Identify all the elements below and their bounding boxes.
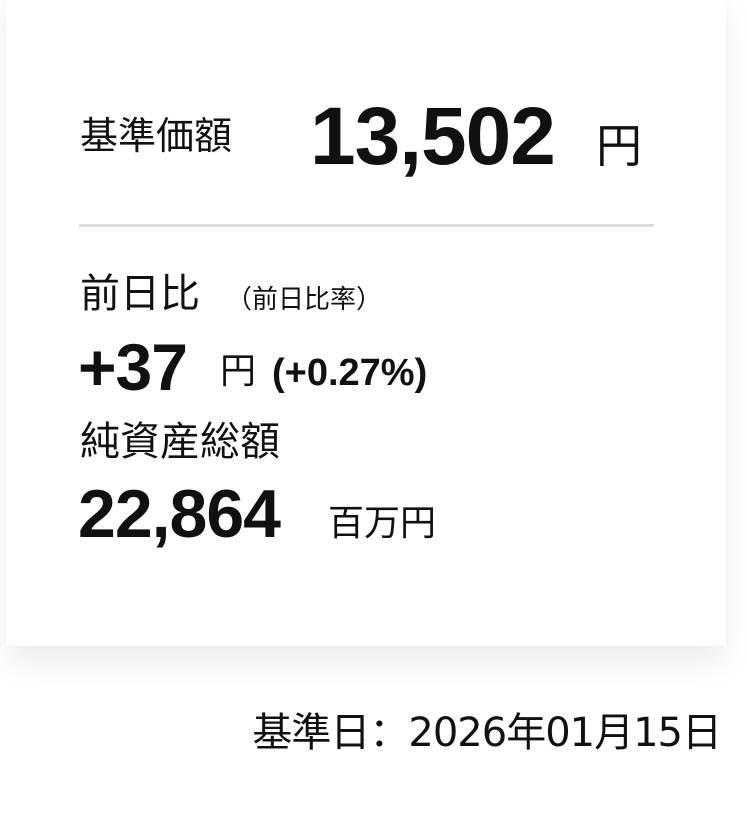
nav-label: 基準価額: [80, 114, 233, 158]
net-assets-value: 22,864: [78, 476, 281, 552]
change-rate-label: （前日比率）: [226, 285, 383, 315]
change-label: 前日比: [80, 271, 200, 317]
base-date: 基準日：2026年01月15日: [252, 710, 722, 756]
change-percent: (+0.27%): [272, 352, 428, 394]
fund-summary-card: 基準価額 13,502 円 前日比 （前日比率） +37 円 (+0.27%) …: [6, 0, 726, 646]
divider: [79, 224, 654, 227]
nav-value: 13,502: [310, 91, 556, 182]
net-assets-label: 純資産総額: [80, 419, 280, 465]
nav-unit: 円: [596, 119, 642, 173]
change-unit: 円: [220, 351, 257, 392]
change-value: +37: [78, 330, 188, 404]
net-assets-unit: 百万円: [328, 503, 437, 544]
